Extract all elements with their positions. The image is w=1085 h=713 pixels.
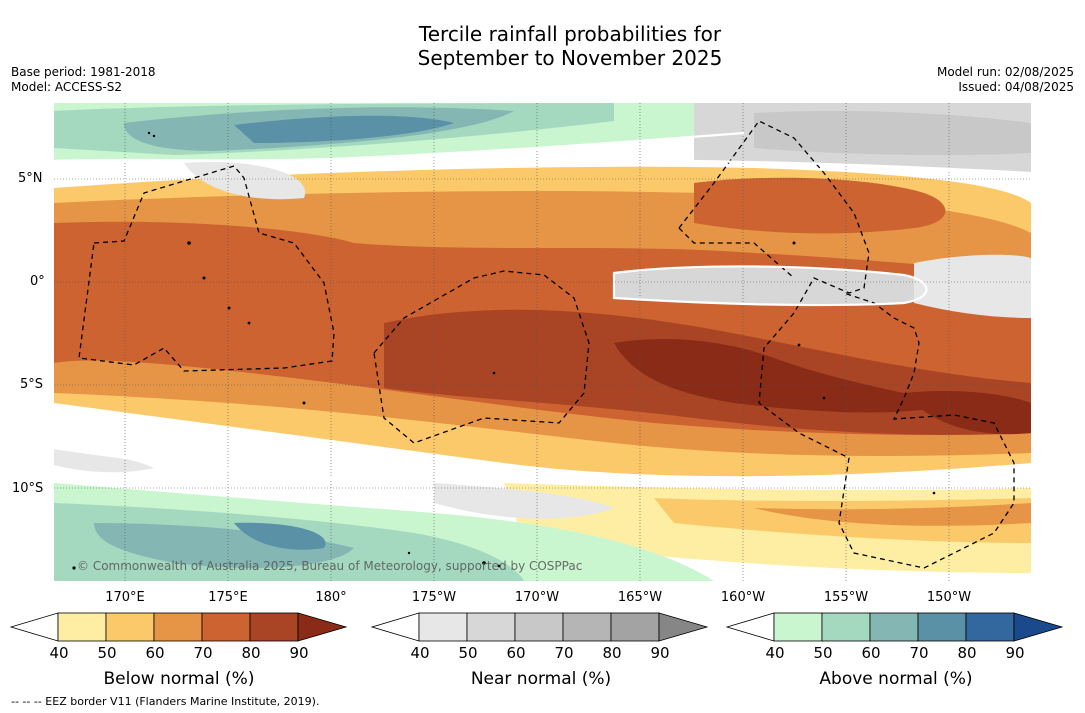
colorbar-bin-3	[153, 612, 203, 642]
cb2-tick-80: 80	[957, 644, 977, 662]
colorbar-bin-4	[917, 612, 967, 642]
cb0-tick-50: 50	[97, 644, 117, 662]
meta-right: Model run: 02/08/2025 Issued: 04/08/2025	[937, 65, 1074, 95]
rainfall-map	[54, 103, 1031, 581]
colorbar-below-normal-svg	[9, 612, 348, 642]
meta-left: Base period: 1981-2018 Model: ACCESS-S2	[11, 65, 156, 95]
cb2-tick-50: 50	[813, 644, 833, 662]
colorbar-extend-high	[658, 612, 709, 642]
colorbar-bin-5	[965, 612, 1015, 642]
model-run: Model run: 02/08/2025	[936, 65, 1074, 79]
islands	[72, 131, 936, 570]
colorbar-bin-2	[105, 612, 155, 642]
eez-borders	[78, 120, 1015, 569]
cb0-tick-80: 80	[241, 644, 261, 662]
colorbar-bin-3	[869, 612, 919, 642]
probability-field	[54, 103, 1031, 581]
colorbar-above-normal	[725, 612, 1066, 642]
lon-label-155w: 155°W	[823, 590, 869, 605]
lon-label-170e: 170°E	[105, 590, 145, 605]
lon-label-170w: 170°W	[514, 590, 560, 605]
title-line-1: Tercile rainfall probabilities for	[418, 22, 722, 46]
colorbar-near-normal-svg	[370, 612, 709, 642]
colorbar-bin-4	[201, 612, 251, 642]
colorbar-bin-3	[514, 612, 564, 642]
lat-label-10s: 10°S	[12, 481, 44, 496]
base-period: Base period: 1981-2018	[11, 65, 156, 79]
colorbar-extend-low	[9, 612, 59, 642]
lon-label-160w: 160°W	[720, 590, 766, 605]
cb0-tick-40: 40	[49, 644, 69, 662]
cb2-tick-40: 40	[765, 644, 785, 662]
cb1-tick-60: 60	[506, 644, 526, 662]
cb2-tick-90: 90	[1005, 644, 1025, 662]
lon-label-150w: 150°W	[926, 590, 972, 605]
eez-footnote: -- -- -- EEZ border V11 (Flanders Marine…	[11, 695, 320, 708]
label-above-normal: Above normal (%)	[819, 669, 973, 689]
colorbar-bin-1	[773, 612, 823, 642]
copyright-notice: © Commonwealth of Australia 2025, Bureau…	[77, 559, 583, 573]
colorbar-extend-low	[370, 612, 420, 642]
issued-date: Issued: 04/08/2025	[958, 80, 1074, 94]
map-title: Tercile rainfall probabilities for Septe…	[0, 22, 1085, 70]
lat-label-5n: 5°N	[18, 171, 43, 186]
tercile-boundaries	[54, 131, 1031, 485]
colorbar-bin-4	[562, 612, 612, 642]
colorbar-bin-2	[821, 612, 871, 642]
model-name: Model: ACCESS-S2	[11, 80, 123, 94]
cb0-tick-90: 90	[289, 644, 309, 662]
lon-label-175w: 175°W	[411, 590, 457, 605]
colorbar-bin-1	[418, 612, 468, 642]
colorbar-below-normal	[9, 612, 350, 642]
cb2-tick-60: 60	[861, 644, 881, 662]
colorbar-extend-high	[1013, 612, 1064, 642]
colorbar-bin-5	[249, 612, 299, 642]
graticule	[54, 103, 1031, 581]
label-near-normal: Near normal (%)	[470, 669, 612, 689]
lat-label-5s: 5°S	[20, 377, 44, 392]
cb1-tick-80: 80	[602, 644, 622, 662]
lon-label-165w: 165°W	[617, 590, 663, 605]
cb0-tick-70: 70	[193, 644, 213, 662]
label-below-normal: Below normal (%)	[103, 669, 255, 689]
colorbar-near-normal	[370, 612, 711, 642]
colorbar-extend-low	[725, 612, 775, 642]
cb1-tick-50: 50	[458, 644, 478, 662]
title-line-2: September to November 2025	[417, 46, 723, 70]
lon-label-175e: 175°E	[208, 590, 248, 605]
cb1-tick-70: 70	[554, 644, 574, 662]
lon-label-180: 180°	[315, 590, 347, 605]
colorbar-bin-1	[57, 612, 107, 642]
map-svg	[54, 103, 1031, 581]
cb0-tick-60: 60	[145, 644, 165, 662]
colorbar-extend-high	[297, 612, 348, 642]
lat-label-0: 0°	[30, 274, 45, 289]
cb2-tick-70: 70	[909, 644, 929, 662]
cb1-tick-40: 40	[410, 644, 430, 662]
colorbar-bin-5	[610, 612, 660, 642]
colorbar-above-normal-svg	[725, 612, 1064, 642]
cb1-tick-90: 90	[650, 644, 670, 662]
colorbar-bin-2	[466, 612, 516, 642]
